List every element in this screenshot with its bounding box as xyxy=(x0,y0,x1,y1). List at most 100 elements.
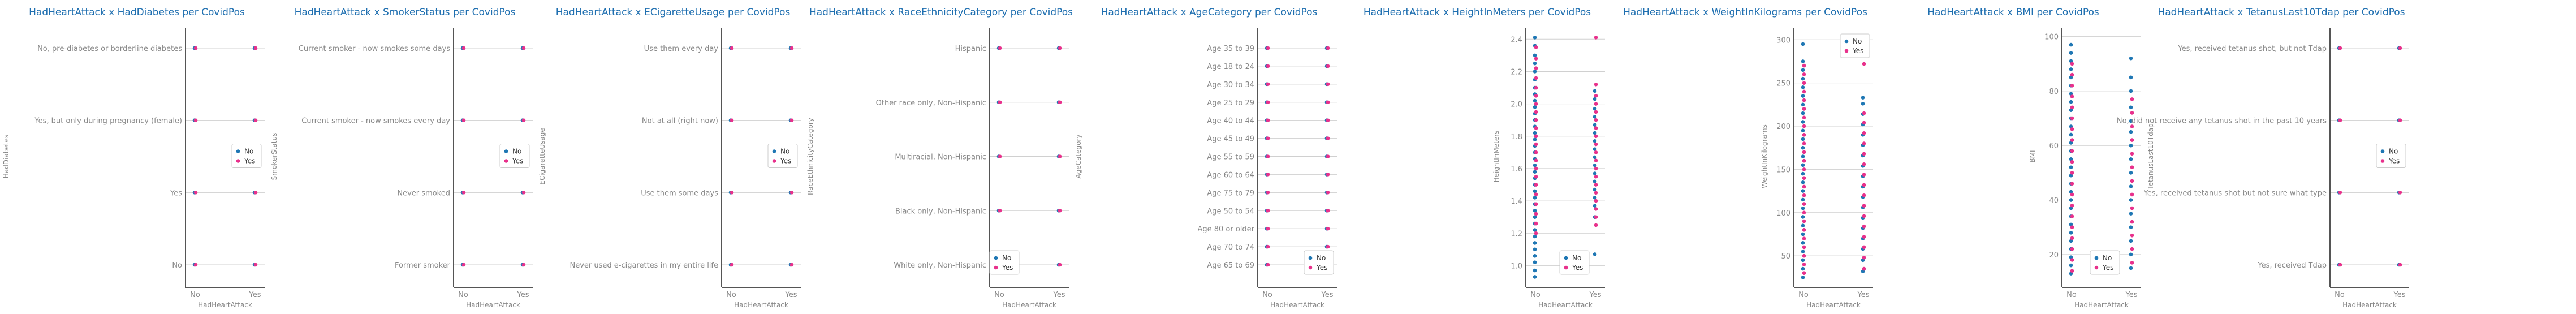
y-tick-label: 2.2 xyxy=(1511,68,1522,76)
data-point-yes xyxy=(1802,158,1806,163)
data-point-yes xyxy=(1862,111,1866,115)
chart-title: HadHeartAttack x AgeCategory per CovidPo… xyxy=(1101,7,1318,18)
data-point-no xyxy=(1533,247,1537,252)
data-point-yes xyxy=(1594,191,1598,195)
x-tick-label: No xyxy=(458,291,468,299)
x-tick-label: No xyxy=(2066,291,2077,299)
data-point-yes xyxy=(789,46,794,50)
data-point-yes xyxy=(2130,138,2134,142)
data-point-no xyxy=(1861,96,1865,100)
y-tick-label: Never smoked xyxy=(397,189,450,197)
data-point-yes xyxy=(1594,183,1598,187)
legend-marker xyxy=(2380,159,2385,163)
data-point-yes xyxy=(193,118,198,122)
x-tick-label: Yes xyxy=(785,291,797,299)
data-point-yes xyxy=(1534,231,1538,235)
legend-marker xyxy=(1564,256,1568,260)
y-tick-label: 60 xyxy=(2049,142,2059,150)
data-point-yes xyxy=(2070,72,2074,77)
data-point-no xyxy=(1593,115,1597,119)
data-point-yes xyxy=(1802,133,1806,137)
data-point-yes xyxy=(1862,173,1866,177)
data-point-no xyxy=(2129,225,2133,229)
legend-label: No xyxy=(2103,254,2112,262)
data-point-yes xyxy=(1534,166,1538,171)
data-point-yes xyxy=(2070,84,2074,88)
y-tick-label: Hispanic xyxy=(955,45,986,53)
data-point-yes xyxy=(1594,207,1598,211)
data-point-yes xyxy=(1266,208,1270,213)
y-axis-label: BMI xyxy=(2029,150,2036,162)
data-point-yes xyxy=(2070,149,2074,153)
data-point-yes xyxy=(1862,204,1866,208)
data-point-yes xyxy=(1266,173,1270,177)
data-point-no xyxy=(1533,98,1537,103)
data-point-yes xyxy=(1862,193,1866,197)
data-point-yes xyxy=(2070,62,2074,66)
legend-label: No xyxy=(1572,254,1581,262)
x-axis-label: HadHeartAttack xyxy=(1806,301,1861,309)
data-point-yes xyxy=(1534,142,1538,147)
data-point-yes xyxy=(2070,192,2074,197)
data-point-yes xyxy=(1266,64,1270,68)
data-point-yes xyxy=(730,191,734,195)
x-tick-label: Yes xyxy=(1053,291,1065,299)
data-point-yes xyxy=(1266,118,1270,122)
data-point-no xyxy=(2069,198,2073,202)
data-point-yes xyxy=(1802,141,1806,145)
legend-marker xyxy=(1844,49,1849,53)
legend-label: No xyxy=(244,148,253,156)
chart-panel-2: HadHeartAttack x SmokerStatus per CovidP… xyxy=(270,7,533,309)
data-point-yes xyxy=(2130,233,2134,238)
y-tick-label: 80 xyxy=(2049,88,2059,96)
data-point-yes xyxy=(1862,255,1866,260)
data-point-no xyxy=(1801,59,1805,63)
data-point-no xyxy=(2129,212,2133,216)
y-tick-label: Current smoker - now smokes some days xyxy=(299,45,450,53)
legend-marker xyxy=(236,159,240,163)
data-point-no xyxy=(1801,68,1805,72)
data-point-yes xyxy=(2070,182,2074,186)
chart-title: HadHeartAttack x RaceEthnicityCategory p… xyxy=(809,7,1073,18)
data-point-no xyxy=(1801,223,1805,228)
data-point-no xyxy=(1801,258,1805,263)
y-tick-label: 1.6 xyxy=(1511,165,1522,174)
data-point-no xyxy=(1533,137,1537,141)
y-tick-label: 300 xyxy=(1776,36,1790,45)
data-point-yes xyxy=(1594,158,1598,162)
data-point-yes xyxy=(1594,215,1598,219)
data-point-no xyxy=(1593,147,1597,151)
data-point-yes xyxy=(1326,208,1330,213)
y-tick-label: White only, Non-Hispanic xyxy=(894,261,986,270)
data-point-yes xyxy=(2398,191,2402,195)
data-point-yes xyxy=(1802,245,1806,250)
legend-marker xyxy=(504,149,508,153)
data-point-yes xyxy=(1534,118,1538,122)
data-point-yes xyxy=(2070,94,2074,98)
chart-title: HadHeartAttack x TetanusLast10Tdap per C… xyxy=(2158,7,2405,18)
data-point-yes xyxy=(521,46,526,50)
data-point-no xyxy=(1533,228,1537,232)
legend-label: No xyxy=(512,148,521,156)
data-point-yes xyxy=(1326,82,1330,87)
chart-title: HadHeartAttack x HeightInMeters per Covi… xyxy=(1363,7,1591,18)
data-point-no xyxy=(1801,128,1805,132)
data-point-yes xyxy=(1058,208,1062,213)
data-point-yes xyxy=(1058,263,1062,267)
y-axis-label: HadDiabetes xyxy=(2,135,10,178)
x-axis-label: HadHeartAttack xyxy=(1270,301,1324,309)
y-tick-label: Never used e-cigarettes in my entire lif… xyxy=(569,261,718,270)
data-point-yes xyxy=(521,263,526,267)
x-tick-label: Yes xyxy=(2125,291,2138,299)
data-point-no xyxy=(1801,189,1805,193)
data-point-yes xyxy=(253,46,258,50)
chart-panel-3: HadHeartAttack x ECigaretteUsage per Cov… xyxy=(538,7,801,309)
data-point-no xyxy=(1533,53,1537,58)
data-point-yes xyxy=(1862,141,1866,145)
legend-label: No xyxy=(1002,254,1011,262)
